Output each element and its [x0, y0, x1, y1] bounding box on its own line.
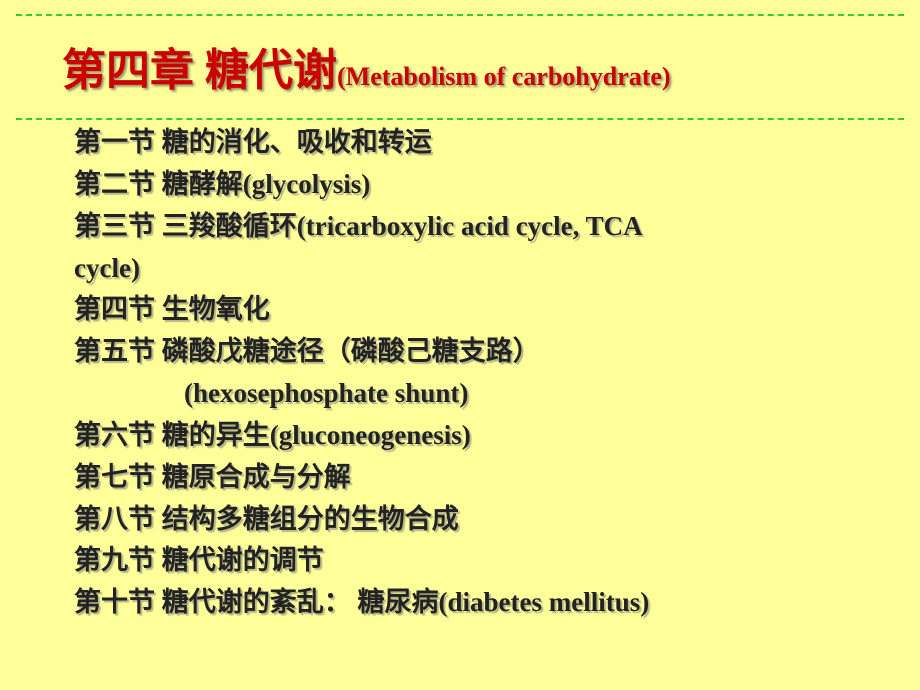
section-cn: 第十节 糖代谢的紊乱： 糖尿病: [74, 587, 439, 617]
section-item: 第九节 糖代谢的调节: [74, 540, 894, 582]
section-item: 第十节 糖代谢的紊乱： 糖尿病(diabetes mellitus): [74, 582, 894, 624]
section-en: cycle): [74, 253, 140, 283]
section-list: 第一节 糖的消化、吸收和转运 第二节 糖酵解(glycolysis) 第三节 三…: [74, 122, 894, 624]
section-en: (gluconeogenesis): [270, 420, 471, 450]
section-cn: 第九节 糖代谢的调节: [74, 545, 324, 575]
section-cn: 第六节 糖的异生: [74, 420, 270, 450]
section-item: 第四节 生物氧化: [74, 289, 894, 331]
section-item: 第五节 磷酸戊糖途径（磷酸己糖支路）: [74, 331, 894, 373]
section-en: (glycolysis): [243, 169, 371, 199]
section-en: (diabetes mellitus): [439, 587, 650, 617]
section-cn: 第二节 糖酵解: [74, 169, 243, 199]
section-item: (hexosephosphate shunt): [74, 373, 894, 415]
section-item: cycle): [74, 248, 894, 290]
section-cn: 第一节 糖的消化、吸收和转运: [74, 127, 432, 157]
section-cn: 第四节 生物氧化: [74, 294, 270, 324]
section-item: 第六节 糖的异生(gluconeogenesis): [74, 415, 894, 457]
section-item: 第七节 糖原合成与分解: [74, 457, 894, 499]
section-item: 第三节 三羧酸循环(tricarboxylic acid cycle, TCA: [74, 206, 894, 248]
section-item: 第一节 糖的消化、吸收和转运: [74, 122, 894, 164]
section-en: (tricarboxylic acid cycle, TCA: [297, 211, 643, 241]
section-cn: 第七节 糖原合成与分解: [74, 462, 351, 492]
section-cn: 第五节 磷酸戊糖途径（磷酸己糖支路）: [74, 336, 540, 366]
section-cn: 第八节 结构多糖组分的生物合成: [74, 504, 459, 534]
section-item: 第二节 糖酵解(glycolysis): [74, 164, 894, 206]
chapter-title-box: 第四章 糖代谢(Metabolism of carbohydrate): [16, 14, 904, 120]
section-cn: 第三节 三羧酸循环: [74, 211, 297, 241]
section-en: (hexosephosphate shunt): [184, 378, 468, 408]
section-item: 第八节 结构多糖组分的生物合成: [74, 499, 894, 541]
chapter-title-main: 第四章 糖代谢: [62, 46, 337, 95]
chapter-title-sub: (Metabolism of carbohydrate): [337, 62, 671, 91]
